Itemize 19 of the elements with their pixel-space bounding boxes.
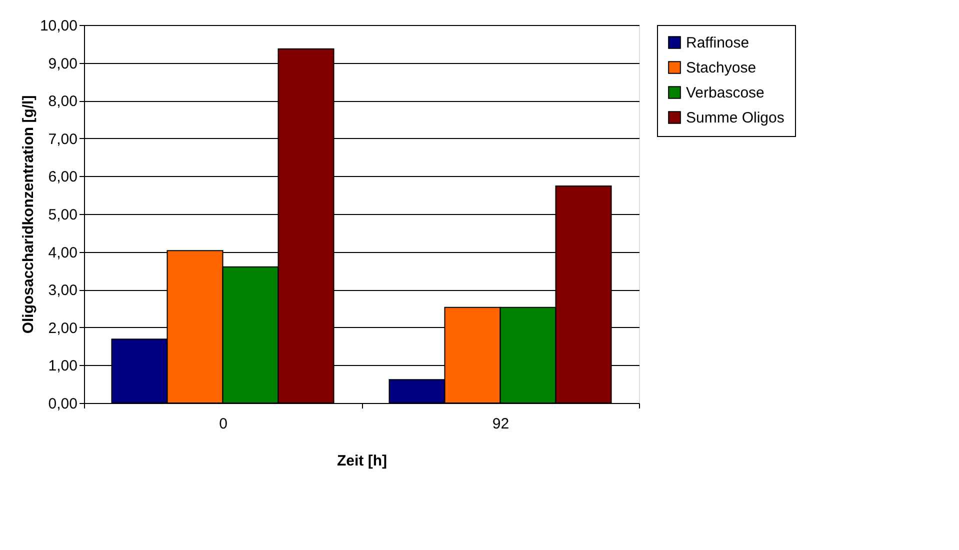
y-axis-title: Oligosaccharidkonzentration [g/l] bbox=[20, 95, 37, 334]
y-tick-label: 2,00 bbox=[48, 320, 78, 337]
legend-label: Verbascose bbox=[686, 84, 764, 102]
y-tick-label: 4,00 bbox=[48, 244, 78, 262]
legend-label: Raffinose bbox=[686, 34, 750, 52]
y-tick-label: 3,00 bbox=[48, 282, 78, 300]
y-tick-label: 5,00 bbox=[48, 206, 78, 224]
legend-label: Summe Oligos bbox=[686, 110, 784, 126]
y-tick-label: 9,00 bbox=[48, 55, 78, 72]
y-tick-label: 10,00 bbox=[40, 18, 78, 34]
y-tick-label: 0,00 bbox=[48, 396, 78, 412]
x-tick-label: 0 bbox=[219, 416, 228, 432]
y-tick-label: 7,00 bbox=[48, 130, 78, 148]
y-tick-label: 8,00 bbox=[48, 93, 78, 110]
x-axis-title: Zeit [h] bbox=[337, 452, 387, 470]
y-tick-label: 1,00 bbox=[48, 358, 78, 375]
x-tick-label: 92 bbox=[492, 416, 510, 432]
y-tick-label: 6,00 bbox=[48, 168, 78, 186]
legend-label: Stachyose bbox=[686, 60, 756, 76]
